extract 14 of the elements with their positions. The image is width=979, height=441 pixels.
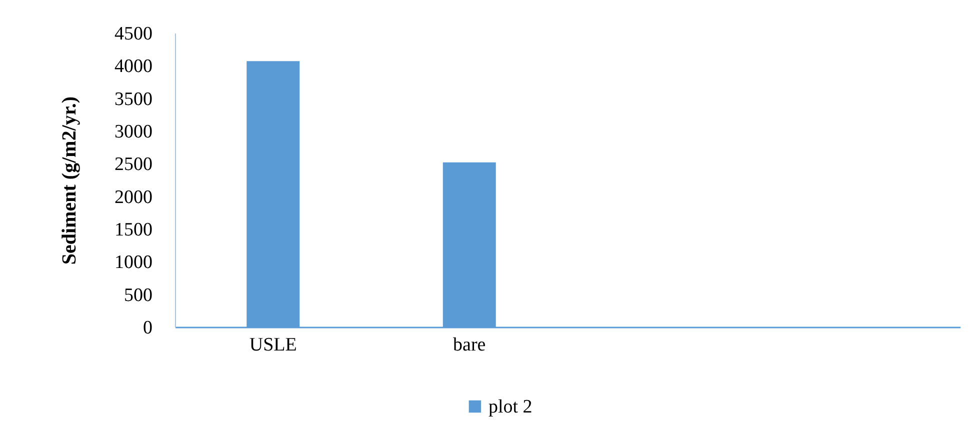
y-tick-label: 2000: [114, 186, 152, 208]
legend-label: plot 2: [488, 396, 532, 418]
y-tick-label: 0: [143, 318, 152, 338]
y-tick-label: 500: [124, 284, 152, 306]
y-tick-label: 1000: [114, 252, 152, 274]
y-tick-label: 3500: [114, 88, 152, 110]
y-tick-label: 3000: [114, 122, 152, 142]
y-tick-label: 4500: [114, 24, 152, 44]
x-tick-label: bare: [453, 334, 486, 356]
y-tick-label: 4000: [114, 56, 152, 78]
y-tick-label: 1500: [114, 220, 152, 240]
y-tick-label: 2500: [114, 154, 152, 176]
x-tick-label: USLE: [249, 334, 297, 356]
y-axis-title: Sediment (g/m2/yr.): [58, 96, 80, 265]
